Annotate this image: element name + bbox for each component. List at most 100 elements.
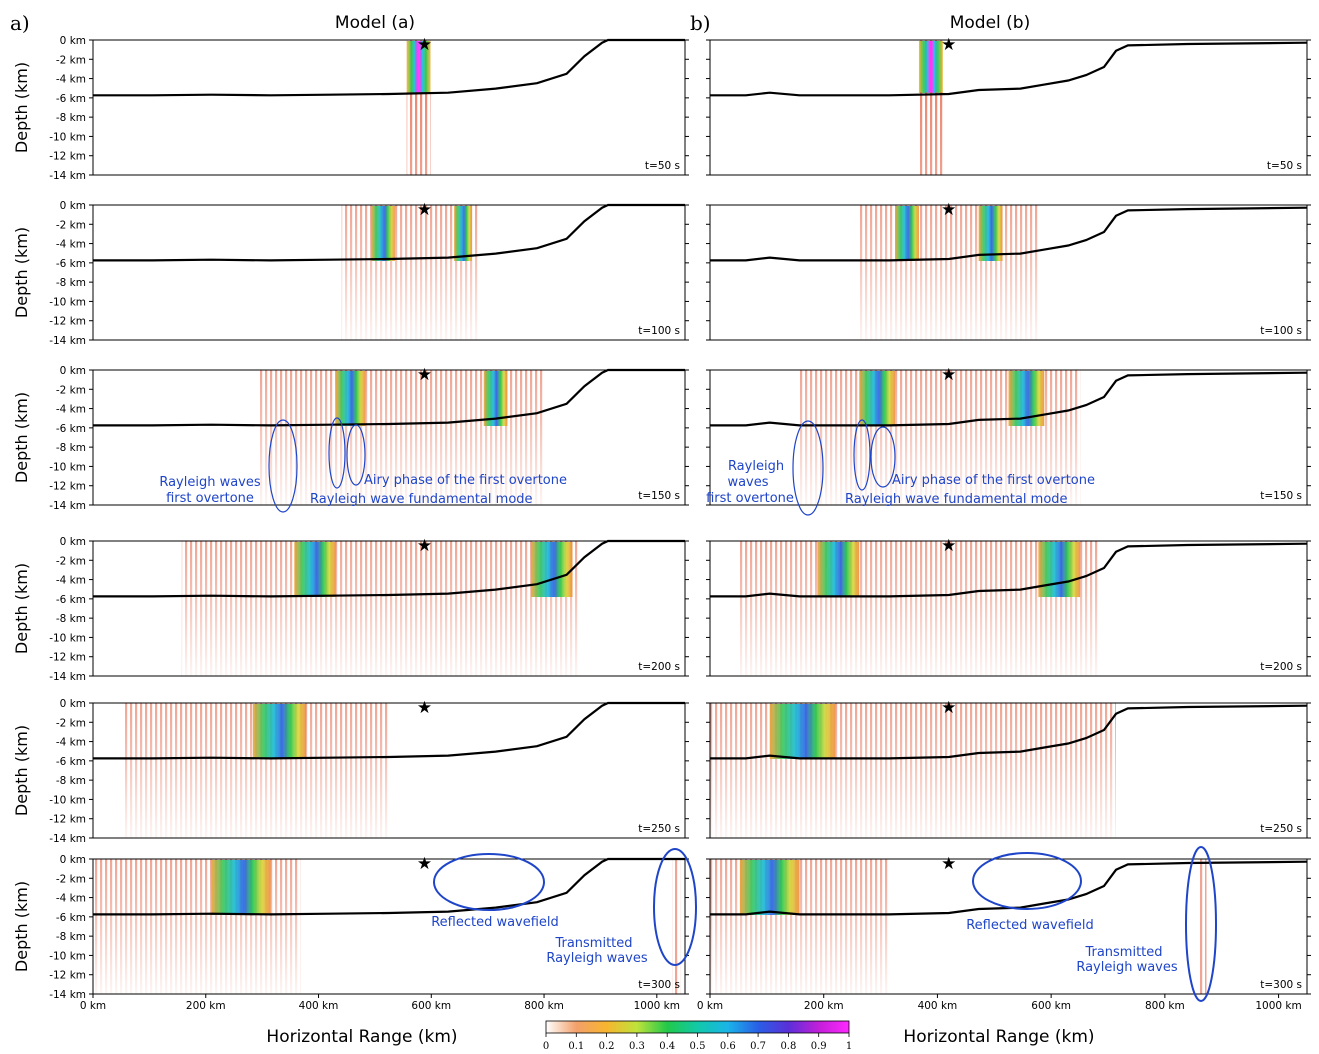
wave-packet — [817, 542, 860, 597]
airy-label: Airy phase of the first overtone — [364, 473, 567, 488]
depth-tick-label: -14 km — [49, 989, 86, 1001]
panel-a-4: ★ 0 km -2 km -4 km -6 km -8 km -10 km -12 km -14… — [12, 698, 689, 845]
panel-b-2: ★ t=150 s — [706, 365, 1311, 506]
wave-packet — [252, 704, 307, 759]
column-letter-a: a) — [10, 11, 30, 35]
x-tick-label: 400 km — [918, 1000, 958, 1012]
panel-frame — [92, 858, 686, 995]
depth-tick-label: 0 km — [60, 35, 86, 47]
x-tick-label: 0 km — [697, 1000, 723, 1012]
panel-frame — [92, 540, 686, 677]
x-axis-label-b: Horizontal Range (km) — [903, 1027, 1094, 1047]
star-icon: ★ — [941, 365, 956, 385]
panel-b-1: ★ t=100 s — [706, 200, 1311, 341]
time-label: t=200 s — [1260, 661, 1302, 673]
wave-packet — [1038, 542, 1081, 597]
depth-tick-label: -4 km — [56, 404, 86, 416]
y-axis-label: Depth (km) — [12, 725, 31, 816]
reflected-label: Reflected wavefield — [966, 918, 1094, 933]
transmitted-wave — [1198, 859, 1207, 994]
wave-packet — [454, 206, 472, 261]
depth-tick-label: -10 km — [49, 296, 86, 308]
transmitted-ellipse — [653, 848, 697, 966]
depth-tick-label: -14 km — [49, 671, 86, 683]
wave-packet — [406, 41, 431, 93]
annotations-b-300: Reflected wavefield Transmitted Rayleigh… — [966, 846, 1217, 1002]
panel-frame — [709, 858, 1308, 995]
colorbar-tick-label: 0.3 — [629, 1041, 645, 1052]
time-label: t=200 s — [638, 661, 680, 673]
panel-frame — [92, 39, 686, 176]
panel-frame — [92, 204, 686, 341]
seafloor-line — [93, 539, 685, 598]
depth-tick-label: -2 km — [56, 219, 86, 231]
fundamental-label: Rayleigh wave fundamental mode — [845, 492, 1068, 507]
panel-frame — [709, 369, 1308, 506]
x-tick-label: 400 km — [299, 1000, 339, 1012]
depth-tick-label: -8 km — [56, 442, 86, 454]
y-axis-label: Depth (km) — [12, 227, 31, 318]
airy-ellipse-1 — [853, 419, 871, 491]
colorbar-tick-label: 0.9 — [811, 1041, 827, 1052]
annotations-a-150: Rayleigh waves first overtone Airy phase… — [159, 417, 567, 513]
annotations-a-300: Reflected wavefield Transmitted Rayleigh… — [431, 848, 697, 966]
depth-tick-label: -10 km — [49, 632, 86, 644]
airy-ellipse-2 — [870, 426, 896, 488]
seafloor-line — [710, 371, 1308, 427]
depth-tick-label: 0 km — [60, 698, 86, 710]
x-tick-label: 200 km — [804, 1000, 844, 1012]
depth-tick-label: -4 km — [56, 239, 86, 251]
overtone-ellipse — [792, 420, 824, 516]
panel-b-0: ★ t=50 s — [706, 35, 1311, 176]
colorbar-tick-label: 0.2 — [599, 1041, 615, 1052]
panel-frame — [709, 204, 1308, 341]
star-icon: ★ — [941, 854, 956, 874]
panel-a-2: ★ 0 km -2 km -4 km -6 km -8 km -10 km -12 km -14… — [12, 365, 689, 512]
depth-tick-label: 0 km — [60, 365, 86, 377]
panel-b-3: ★ t=200 s — [706, 536, 1311, 677]
transmitted-wave — [672, 859, 681, 994]
y-axis-label: Depth (km) — [12, 62, 31, 153]
x-tick-label: 800 km — [524, 1000, 564, 1012]
wave-packet — [335, 371, 366, 426]
x-tick-label: 1000 km — [1255, 1000, 1301, 1012]
time-label: t=50 s — [645, 160, 680, 172]
panel-a-5: ★ 0 km -2 km -4 km -6 km -8 km -10 km -12 km -14… — [12, 854, 689, 1001]
seafloor-line — [710, 41, 1308, 97]
depth-tick-label: -6 km — [56, 93, 86, 105]
y-axis-label: Depth (km) — [12, 392, 31, 483]
depth-tick-label: -8 km — [56, 613, 86, 625]
panel-frame — [92, 369, 686, 506]
overtone-label-1: Rayleigh waves — [159, 475, 261, 490]
panel-a-1: ★ 0 km -2 km -4 km -6 km -8 km -10 km -12 km -14… — [12, 200, 689, 347]
depth-tick-label: -2 km — [56, 873, 86, 885]
depth-tick-label: -8 km — [56, 112, 86, 124]
transmitted-label-2: Rayleigh waves — [546, 951, 648, 966]
depth-tick-label: -12 km — [49, 970, 86, 982]
depth-tick-label: -4 km — [56, 575, 86, 587]
colorbar-tick-label: 0 — [543, 1041, 549, 1052]
time-label: t=150 s — [638, 490, 680, 502]
y-axis-label: Depth (km) — [12, 881, 31, 972]
depth-tick-label: -14 km — [49, 335, 86, 347]
airy-ellipse-1 — [328, 417, 346, 489]
source-column — [406, 92, 431, 175]
seafloor-line — [93, 203, 685, 262]
depth-tick-label: -6 km — [56, 258, 86, 270]
depth-tick-label: -14 km — [49, 833, 86, 845]
wave-packet — [531, 542, 573, 597]
seafloor-line — [710, 704, 1308, 760]
overtone-ellipse — [268, 419, 298, 513]
source-column — [918, 92, 943, 175]
panel-frame — [709, 540, 1308, 677]
reflected-ellipse — [433, 853, 545, 911]
star-icon: ★ — [417, 536, 432, 556]
star-icon: ★ — [417, 698, 432, 718]
depth-tick-label: -6 km — [56, 423, 86, 435]
depth-tick-label: 0 km — [60, 200, 86, 212]
time-label: t=300 s — [1260, 979, 1302, 991]
time-label: t=250 s — [1260, 823, 1302, 835]
x-tick-label: 200 km — [186, 1000, 226, 1012]
column-title-a: Model (a) — [335, 13, 415, 33]
